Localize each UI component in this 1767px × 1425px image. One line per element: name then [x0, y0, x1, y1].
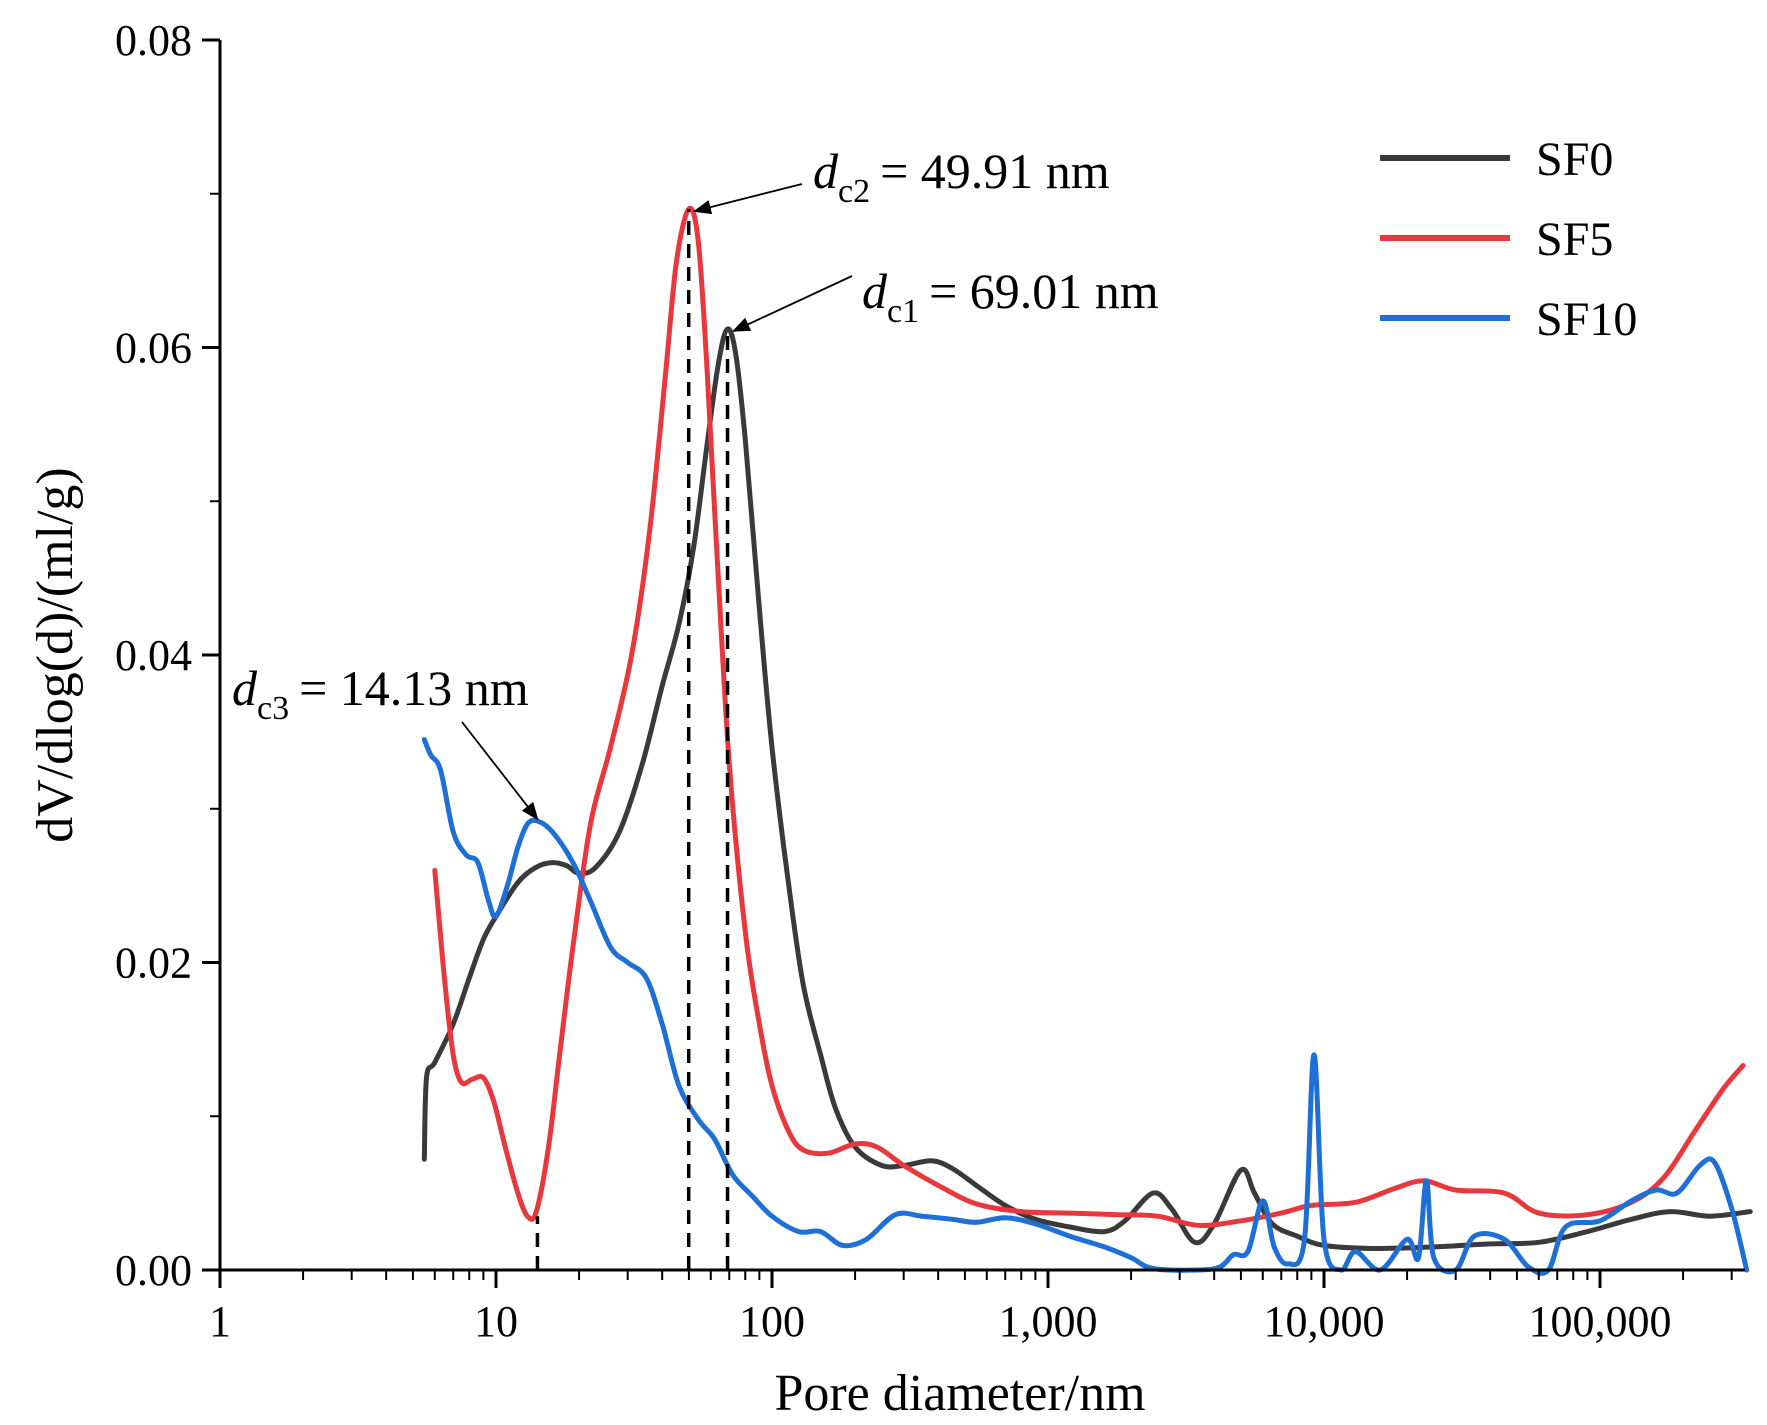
x-tick-label: 10 — [474, 1297, 518, 1346]
annotation-label-c1: dc1 = 69.01 nm — [862, 263, 1159, 330]
series-line-sf0 — [421, 326, 1753, 1252]
x-tick-label: 1 — [209, 1297, 231, 1346]
y-ticks: 0.00 0.02 0.04 0.06 0.08 — [115, 16, 220, 1295]
x-tick-label: 1,000 — [999, 1297, 1098, 1346]
series-layer — [421, 205, 1753, 1276]
series-line-sf10 — [421, 737, 1750, 1276]
y-tick-label: 0.02 — [115, 939, 192, 988]
annotation-label-c2: dc2 = 49.91 nm — [813, 143, 1110, 210]
x-tick-label: 100,000 — [1529, 1297, 1672, 1346]
x-ticks: 1 10 100 1,000 10,000 100,000 — [209, 1270, 1733, 1346]
y-tick-label: 0.08 — [115, 16, 192, 65]
annotation-label-c3: dc3 = 14.13 nm — [232, 660, 529, 727]
y-axis-title: dV/dlog(d)/(ml/g) — [27, 467, 84, 843]
annotations: dc1 = 69.01 nm dc2 = 49.91 nm dc3 = 14.13 nm — [232, 143, 1159, 821]
x-axis-title: Pore diameter/nm — [774, 1365, 1145, 1422]
y-tick-label: 0.04 — [115, 631, 192, 680]
annotation-arrow-c2 — [692, 183, 803, 215]
x-tick-label: 10,000 — [1264, 1297, 1385, 1346]
annotation-arrow-c1 — [731, 275, 853, 332]
x-tick-label: 100 — [739, 1297, 805, 1346]
annotation-arrow-c3 — [461, 721, 539, 821]
legend-label-sf0: SF0 — [1536, 133, 1613, 186]
legend: SF0 SF5 SF10 — [1380, 133, 1637, 346]
y-tick-label: 0.06 — [115, 324, 192, 373]
series-line-sf5 — [432, 205, 1746, 1229]
y-tick-label: 0.00 — [115, 1246, 192, 1295]
reference-lines — [535, 209, 730, 1270]
legend-label-sf10: SF10 — [1536, 293, 1637, 346]
axes — [218, 40, 1745, 1272]
legend-label-sf5: SF5 — [1536, 213, 1613, 266]
